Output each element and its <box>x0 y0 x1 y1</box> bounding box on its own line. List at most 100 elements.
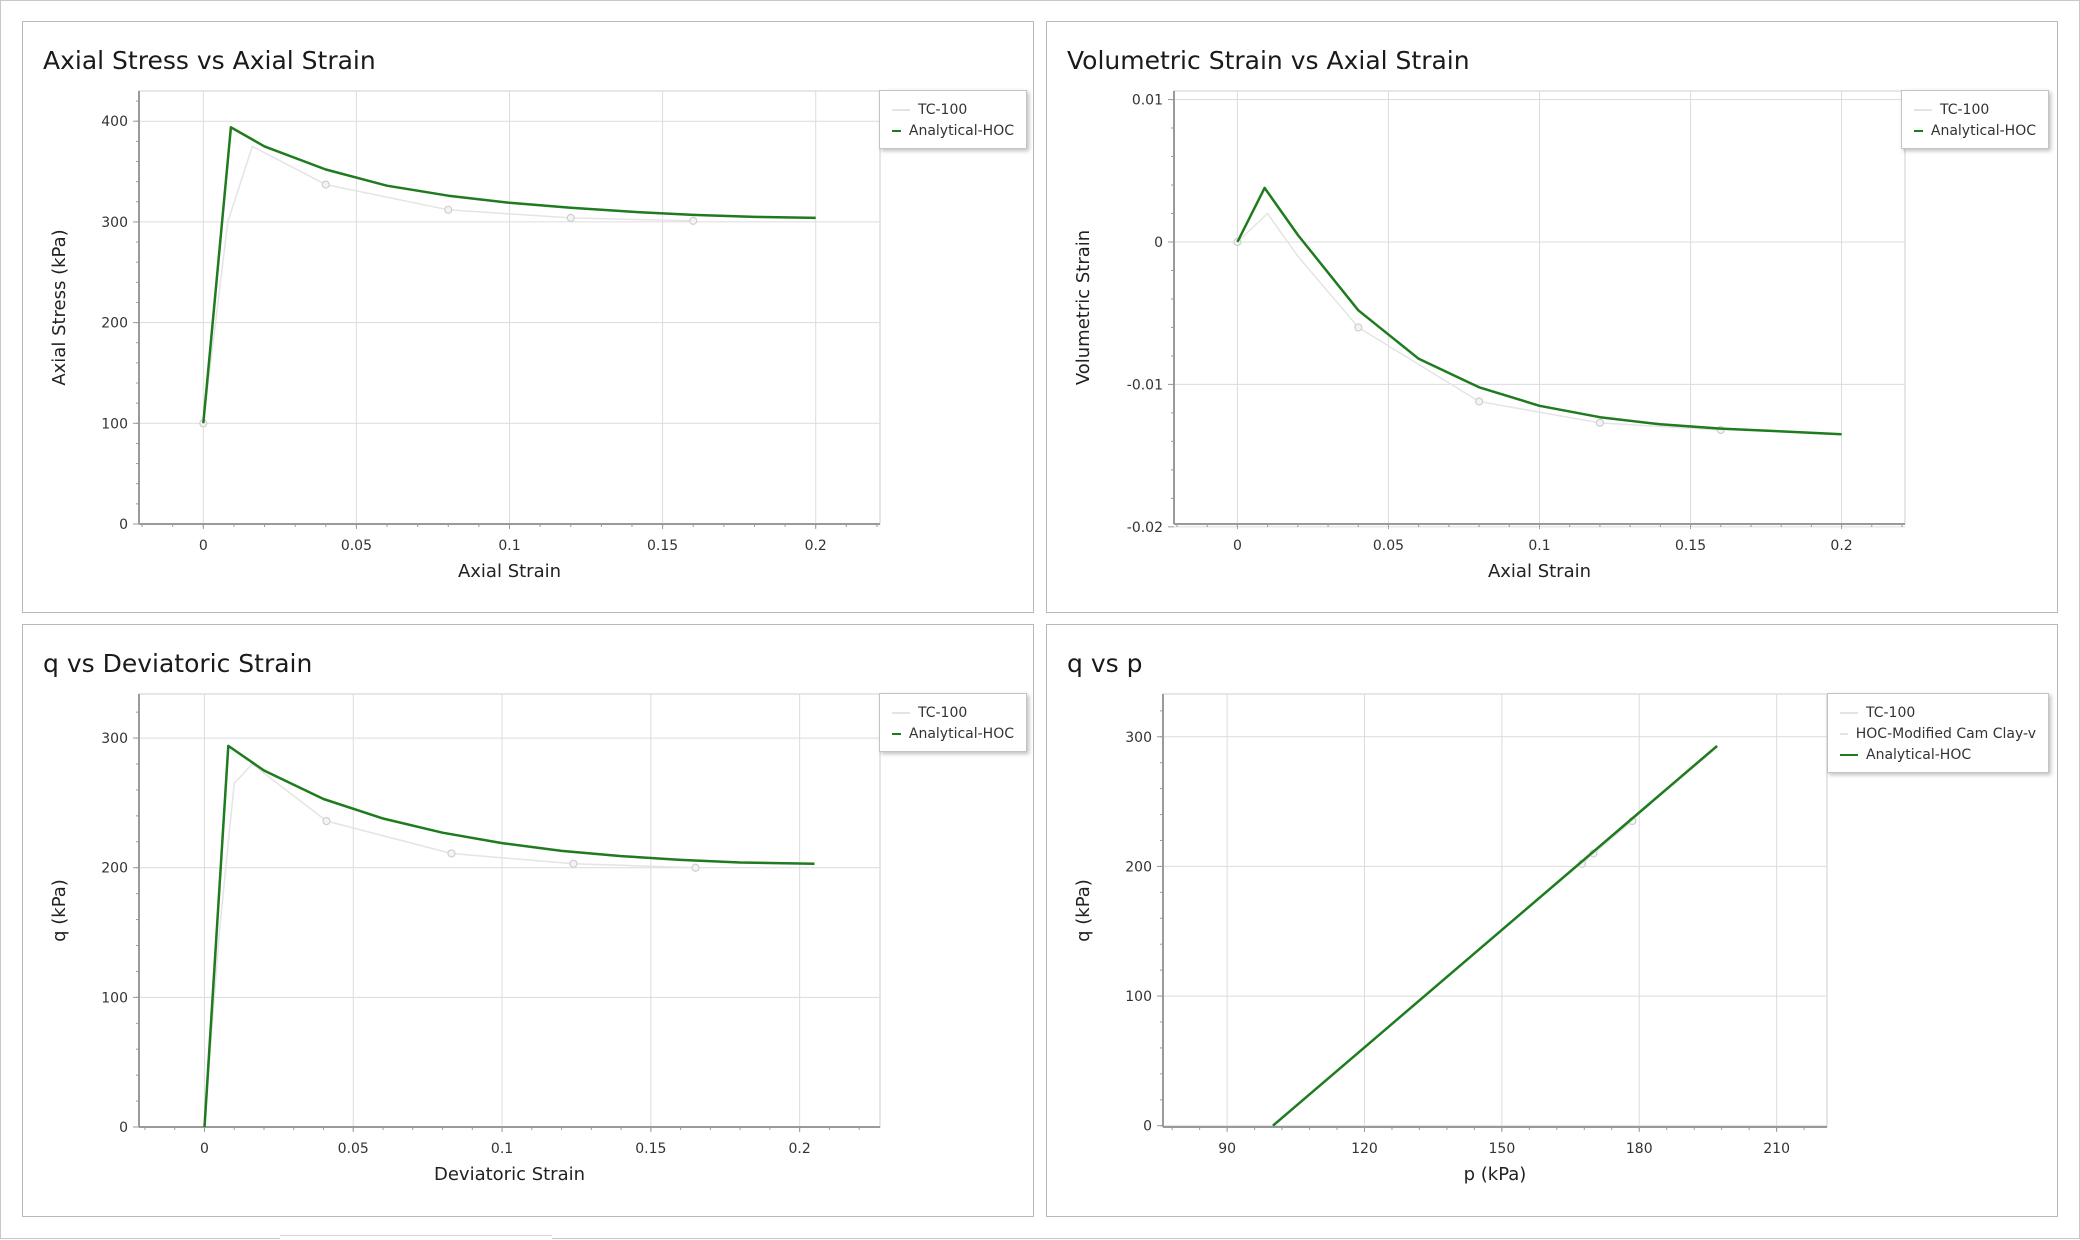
legend-swatch-analytical <box>892 732 901 735</box>
x-tick-label: 120 <box>1351 1141 1378 1157</box>
data-point-tc-100 <box>691 863 700 872</box>
data-point-tc-100 <box>689 216 698 225</box>
x-tick-label: 0.05 <box>341 538 372 554</box>
y-tick-label: 0 <box>119 1120 128 1136</box>
chart-canvas: 90 120 150 180 210 0 100 200 300 p (kPa) q (kPa) <box>1073 693 1828 1185</box>
legend-label: Analytical-HOC <box>1866 746 1972 763</box>
series-line-analytical-hoc <box>202 126 816 424</box>
series-line-tc-100 <box>203 763 696 1128</box>
x-tick-label: 180 <box>1626 1141 1653 1157</box>
data-point-tc-100 <box>447 849 456 858</box>
chart-canvas: 0 0.05 0.1 0.15 0.2 0.01 0 -0.01 -0.02 Axial Stra… <box>1073 90 1906 582</box>
plot-area <box>1162 693 1828 1128</box>
y-tick-label: 100 <box>1125 989 1152 1005</box>
series-line-analytical-hoc <box>1236 186 1842 436</box>
y-axis-label: q (kPa) <box>1073 879 1094 942</box>
chart-title: Volumetric Strain vs Axial Strain <box>1067 46 1470 75</box>
data-point-tc-100 <box>1474 397 1484 406</box>
chart-panel-axial-stress: Axial Stress vs Axial Strain 0 0.05 0.1 0.1… <box>22 21 1034 613</box>
legend-swatch-analytical <box>892 129 901 132</box>
data-point-tc-100 <box>1595 418 1605 427</box>
x-tick-label: 0.1 <box>491 1141 513 1157</box>
x-tick-label: 90 <box>1218 1141 1236 1157</box>
legend-label: Analytical-HOC <box>908 725 1014 742</box>
y-tick-label: 0 <box>1143 1119 1152 1135</box>
data-point-tc-100 <box>569 859 578 868</box>
plot-area <box>138 693 881 1128</box>
legend-item-tc-100[interactable]: TC-100 <box>892 99 1014 120</box>
legend-item-analytical-hoc[interactable]: Analytical-HOC <box>1840 744 2036 765</box>
chart-title: Axial Stress vs Axial Strain <box>43 46 376 75</box>
y-tick-label: 100 <box>101 990 128 1006</box>
x-axis-label: p (kPa) <box>1464 1164 1527 1185</box>
legend-label: TC-100 <box>918 704 968 721</box>
y-tick-label: 0 <box>119 517 128 533</box>
chart-canvas: 0 0.05 0.1 0.15 0.2 0 100 200 300 Deviatoric Stra… <box>49 693 881 1185</box>
x-tick-label: 0.2 <box>1830 538 1852 554</box>
bottom-tab-strip <box>280 1235 552 1240</box>
legend-label: Analytical-HOC <box>1930 122 2036 139</box>
x-tick-label: 0.1 <box>1528 538 1550 554</box>
y-axis-label: Axial Stress (kPa) <box>49 229 70 385</box>
legend-item-analytical-hoc[interactable]: Analytical-HOC <box>892 120 1014 141</box>
x-tick-label: 0 <box>199 538 208 554</box>
y-axis-label: Volumetric Strain <box>1073 230 1094 385</box>
y-tick-label: 300 <box>101 731 128 747</box>
chart-legend[interactable]: TC-100 Analytical-HOC <box>1901 90 2049 149</box>
legend-swatch-experimental <box>892 711 910 714</box>
chart-title: q vs Deviatoric Strain <box>43 649 313 678</box>
data-point-tc-100 <box>321 180 330 189</box>
chart-canvas: 0 0.05 0.1 0.15 0.2 0 100 200 300 400 Axial Strain… <box>49 90 881 582</box>
legend-swatch-experimental <box>892 108 910 111</box>
chart-legend[interactable]: TC-100 HOC-Modified Cam Clay-v Analytica… <box>1827 693 2049 773</box>
y-tick-label: -0.01 <box>1127 377 1163 393</box>
legend-label: Analytical-HOC <box>908 122 1014 139</box>
chart-panel-q-deviatoric: q vs Deviatoric Strain 0 0.05 0.1 0.15 0.2 0 1… <box>22 624 1034 1217</box>
y-tick-label: 400 <box>101 114 128 130</box>
x-tick-label: 0.15 <box>647 538 678 554</box>
x-tick-label: 0 <box>200 1141 209 1157</box>
legend-swatch-experimental <box>1840 711 1858 714</box>
legend-label: TC-100 <box>1940 101 1990 118</box>
x-axis-label: Axial Strain <box>458 561 561 582</box>
y-tick-label: 0 <box>1154 235 1163 251</box>
x-tick-label: 0.2 <box>805 538 827 554</box>
legend-item-tc-100[interactable]: TC-100 <box>1840 702 2036 723</box>
x-tick-label: 0.1 <box>498 538 520 554</box>
data-point-tc-100 <box>322 816 331 826</box>
series-line-analytical-hoc <box>1272 744 1718 1127</box>
legend-swatch-analytical <box>1914 129 1923 132</box>
x-tick-label: 0.2 <box>789 1141 811 1157</box>
data-point-tc-100 <box>566 213 575 222</box>
legend-item-tc-100[interactable]: TC-100 <box>892 702 1014 723</box>
legend-swatch-experimental <box>1914 108 1932 111</box>
y-tick-label: 200 <box>1125 859 1152 875</box>
x-tick-label: 0.15 <box>635 1141 666 1157</box>
y-tick-label: -0.02 <box>1127 520 1163 536</box>
legend-item-tc-100[interactable]: TC-100 <box>1914 99 2036 120</box>
x-tick-label: 0.15 <box>1675 538 1706 554</box>
legend-item-analytical-hoc[interactable]: Analytical-HOC <box>892 723 1014 744</box>
x-axis-label: Deviatoric Strain <box>434 1164 585 1185</box>
chart-panel-volumetric-strain: Volumetric Strain vs Axial Strain 0 0.05 0… <box>1046 21 2058 613</box>
y-tick-label: 300 <box>101 215 128 231</box>
y-tick-label: 200 <box>101 316 128 332</box>
y-axis-label: q (kPa) <box>49 879 70 942</box>
legend-item-hoc-modified-cam-clay[interactable]: HOC-Modified Cam Clay-v <box>1840 723 2036 744</box>
x-tick-label: 210 <box>1763 1141 1790 1157</box>
legend-item-analytical-hoc[interactable]: Analytical-HOC <box>1914 120 2036 141</box>
legend-swatch-experimental <box>1840 732 1848 735</box>
chart-title: q vs p <box>1067 649 1143 678</box>
data-point-tc-100 <box>444 205 453 214</box>
chart-legend[interactable]: TC-100 Analytical-HOC <box>879 693 1027 752</box>
y-tick-label: 100 <box>101 416 128 432</box>
series-line-analytical-hoc <box>203 744 815 1128</box>
x-tick-label: 0.05 <box>338 1141 369 1157</box>
x-tick-label: 0.05 <box>1373 538 1404 554</box>
chart-legend[interactable]: TC-100 Analytical-HOC <box>879 90 1027 149</box>
y-tick-label: 0.01 <box>1132 93 1163 109</box>
x-axis-label: Axial Strain <box>1488 561 1591 582</box>
x-tick-label: 0 <box>1233 538 1242 554</box>
legend-swatch-analytical <box>1840 753 1858 756</box>
legend-label: TC-100 <box>1866 704 1916 721</box>
